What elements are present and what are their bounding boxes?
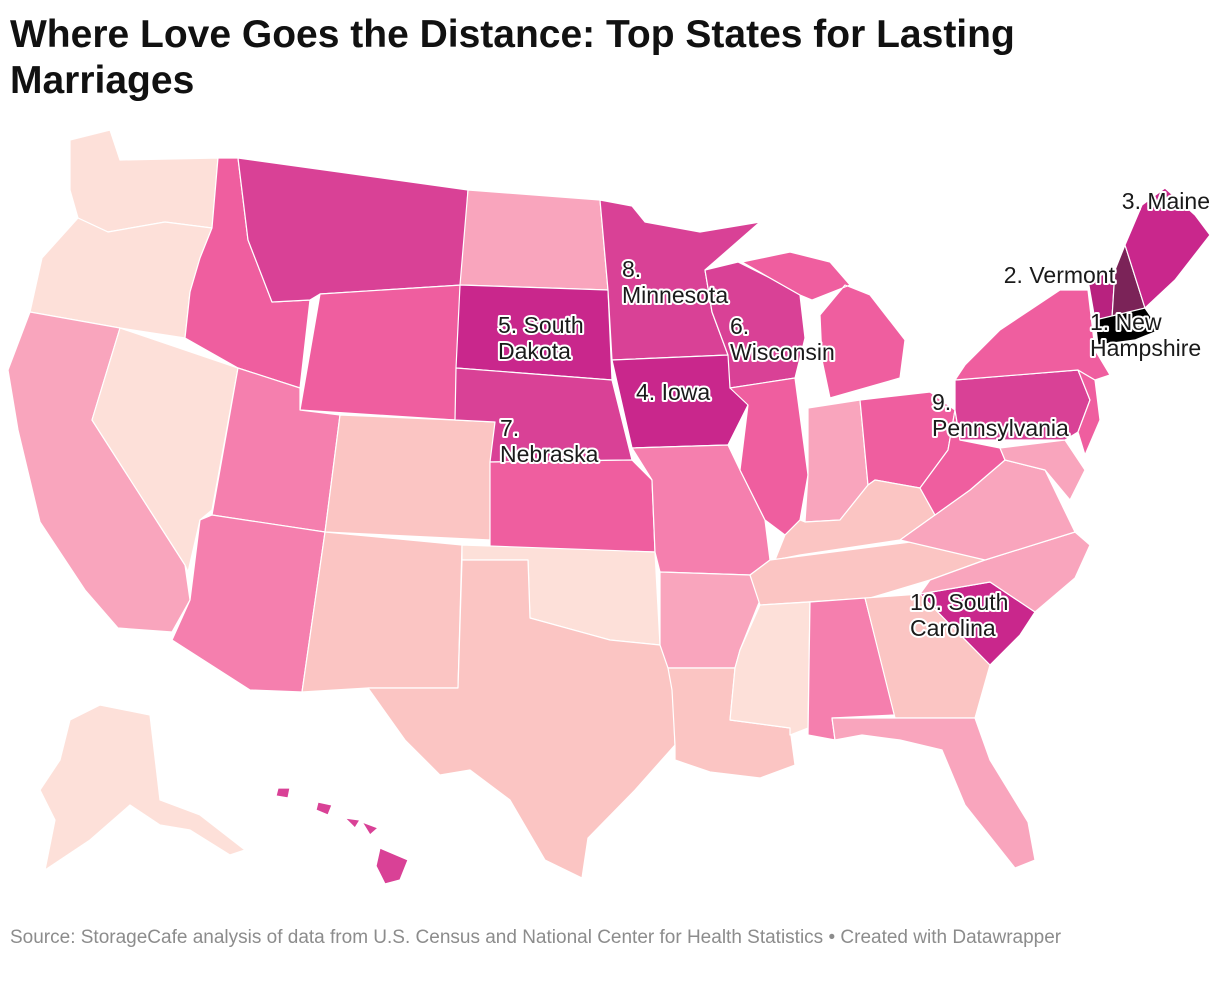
footer-separator: • (823, 927, 841, 948)
state-label-line: Hampshire (1090, 335, 1201, 361)
state-shapes (7, 129, 1211, 885)
state-label-line: Wisconsin (730, 339, 835, 365)
state-label-line: 6. (730, 313, 749, 339)
state-label-line: Pennsylvania (932, 415, 1069, 441)
state-mt[interactable] (237, 157, 469, 303)
state-labels: 1. New Hampshire 2. Vermont 3. Maine 4. Iowa… (496, 186, 1212, 643)
state-label-wi: 6. Wisconsin (730, 313, 835, 365)
state-label-nh: 1. New Hampshire (1090, 309, 1201, 361)
state-label-sd: 5. South Dakota (498, 312, 584, 364)
state-label-mn: 8. Minnesota (622, 256, 728, 308)
state-label-sc: 10. South Carolina (910, 589, 1008, 641)
state-label-pa: 9. Pennsylvania (932, 389, 1069, 441)
state-mi[interactable] (741, 251, 906, 399)
footer: Source: StorageCafe analysis of data fro… (10, 925, 1120, 950)
state-label-line: 1. New (1090, 309, 1162, 335)
state-label-ne: 7. Nebraska (500, 415, 599, 467)
state-label-line: 10. South (910, 589, 1008, 615)
state-wy[interactable] (299, 284, 463, 421)
state-label-line: 4. Iowa (636, 379, 710, 405)
state-label-vt: 2. Vermont (1004, 262, 1116, 288)
source-note: Source: StorageCafe analysis of data fro… (10, 927, 824, 948)
state-label-me: 3. Maine (1122, 188, 1210, 214)
state-co[interactable] (324, 414, 496, 541)
state-label-line: Minnesota (622, 282, 728, 308)
state-ak[interactable] (39, 704, 246, 871)
state-label-line: Carolina (910, 615, 996, 641)
state-ky[interactable] (774, 479, 936, 561)
state-me[interactable] (1124, 187, 1211, 309)
state-nm[interactable] (301, 531, 463, 693)
state-label-line: 5. South (498, 312, 584, 338)
state-label-line: Dakota (498, 338, 571, 364)
state-label-line: 7. (500, 415, 519, 441)
state-wi[interactable] (704, 261, 806, 389)
state-label-ia: 4. Iowa (636, 379, 710, 405)
created-with-link[interactable]: Created with Datawrapper (840, 927, 1062, 948)
state-label-line: 3. Maine (1122, 188, 1210, 214)
state-label-line: Nebraska (500, 441, 599, 467)
state-ny[interactable] (954, 289, 1111, 381)
state-tx[interactable] (367, 559, 676, 879)
state-label-line: 9. (932, 389, 951, 415)
state-ia[interactable] (611, 354, 749, 449)
state-ga[interactable] (864, 593, 991, 719)
state-label-line: 8. (622, 256, 641, 282)
state-nd[interactable] (459, 189, 609, 291)
state-fl[interactable] (831, 717, 1036, 869)
state-wa[interactable] (69, 129, 219, 233)
state-ma[interactable] (1094, 307, 1161, 346)
chart-title: Where Love Goes the Distance: Top States… (10, 13, 1015, 102)
state-ks[interactable] (489, 459, 656, 553)
state-hi[interactable] (275, 787, 409, 885)
state-label-line: 2. Vermont (1004, 262, 1116, 288)
